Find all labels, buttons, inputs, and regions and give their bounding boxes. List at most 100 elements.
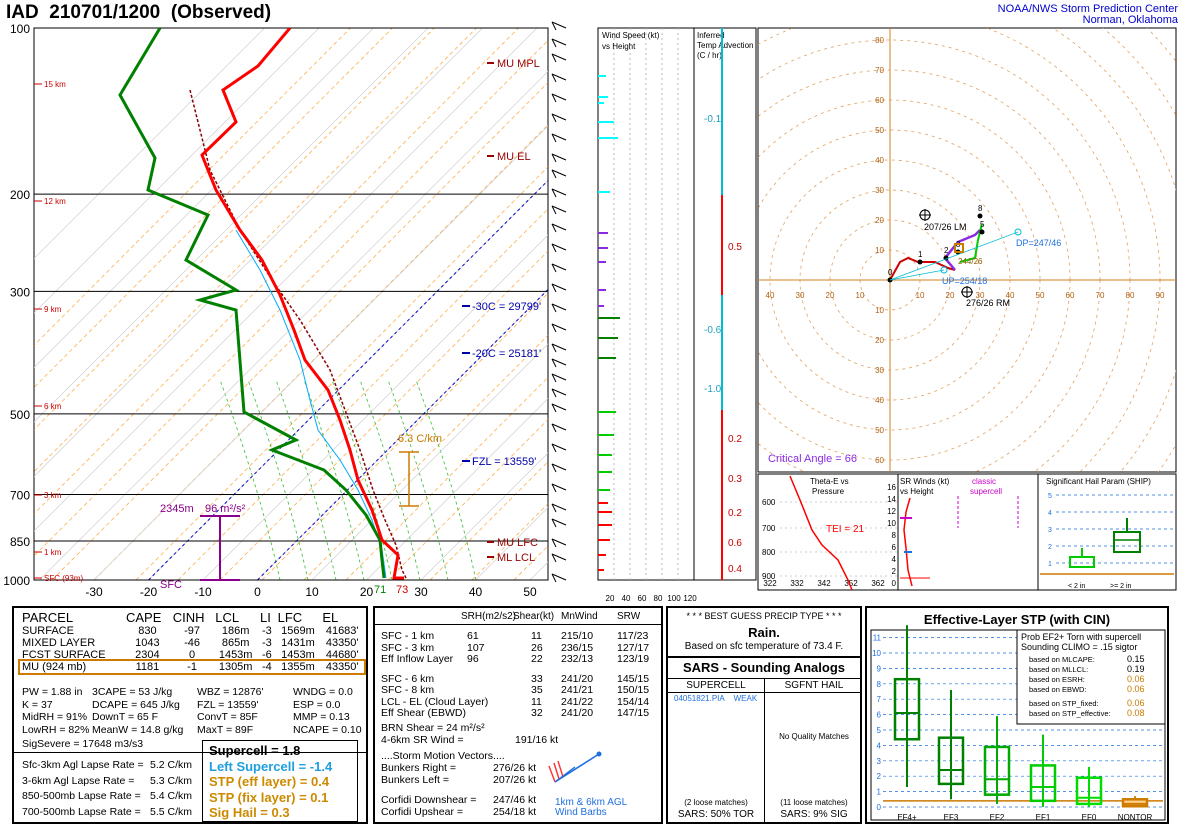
barb-legend-1: 1km & 6km AGL <box>555 797 628 808</box>
precip-sars-panel: * * * BEST GUESS PRECIP TYPE * * * Rain.… <box>666 606 862 824</box>
wind-barb-flag <box>551 358 557 368</box>
hodo-point <box>979 229 985 235</box>
hodo-ytick: 30 <box>875 366 884 375</box>
parcel-row: FCST SURFACE 2304 0 1453m -6 1453m 44680' <box>20 649 364 661</box>
stp-ytick: 11 <box>873 634 882 643</box>
motion-label: Bunkers Right = <box>381 762 456 774</box>
moist-adiabat <box>415 379 477 580</box>
kinematics-cell: SFC - 8 km <box>381 684 435 696</box>
stp-ytick: 6 <box>877 711 882 720</box>
wind-barb <box>551 303 567 311</box>
hodo-ytick: 40 <box>875 156 884 165</box>
tadv-value: 0.2 <box>728 508 742 519</box>
height-tick: 3 km <box>44 491 62 500</box>
stp-category: EF1 <box>1036 813 1051 822</box>
divider <box>668 656 860 658</box>
height-tick: 12 km <box>44 197 66 206</box>
kinematics-cell: 11 <box>531 695 542 708</box>
severe-index: STP (fix layer) = 0.1 <box>209 789 329 805</box>
sounding-title: IAD 210701/1200 (Observed) <box>6 2 271 24</box>
stats-cell: MMP = 0.13 <box>293 711 350 724</box>
kinematics-cell: SFC - 6 km <box>381 672 435 685</box>
kinematics-cell: 107 <box>467 641 485 654</box>
pressure-tick: 500 <box>10 408 30 422</box>
kinematics-cell: 241/22 <box>561 695 594 708</box>
motion-label: Corfidi Downshear = <box>381 794 477 806</box>
height-tick: 1 km <box>44 548 62 557</box>
hodo-xtick: 30 <box>796 291 805 300</box>
parcel-cell: 1453m <box>218 649 253 661</box>
isotherm-zero <box>257 288 548 580</box>
lapse-label: Sfc-3km Agl Lapse Rate = <box>22 759 144 771</box>
kinematics-cell: Eff Shear (EBWD) <box>381 707 466 719</box>
stp-chart: Effective-Layer STP (with CIN)1110987654… <box>870 612 1166 822</box>
sars-col-hail: SGFNT HAIL <box>784 680 844 691</box>
sars-sig-pct: SARS: 9% SIG <box>780 809 848 820</box>
parcel-cell: 43350' <box>325 637 359 649</box>
parcel-cell: -4 <box>261 661 272 673</box>
divider <box>764 678 765 822</box>
sars-match[interactable]: 04051821.PIA WEAK <box>674 694 757 703</box>
tadv-value: 0.5 <box>728 242 742 253</box>
ship-ytick: 3 <box>1048 527 1052 534</box>
kinematics-cell: 232/13 <box>561 653 594 665</box>
ship-ytick: 4 <box>1048 510 1052 517</box>
hodo-ytick: 10 <box>875 246 884 255</box>
stp-ytick: 7 <box>877 695 882 704</box>
lapse-label: 700-500mb Lapse Rate = <box>22 805 141 818</box>
hodo-xtick: 70 <box>1096 291 1105 300</box>
wind-barb-flag <box>551 73 557 83</box>
wind-barb <box>551 388 567 396</box>
kinematics-cell: SFC - 3 km <box>381 641 435 654</box>
motion-row: Corfidi Upshear = 254/18 kt <box>381 806 551 818</box>
parcel-cell: 865m <box>221 637 250 649</box>
stp-prob-label: based on STP_effective: <box>1029 709 1111 718</box>
isotherm <box>34 28 538 532</box>
parcel-cell: 44680' <box>325 649 359 661</box>
ship-ytick: 1 <box>1048 561 1052 568</box>
ship-cat: >= 2 in <box>1110 583 1132 590</box>
stp-prob-label: based on MLLCL: <box>1029 665 1088 674</box>
windspd-title: Wind Speed (kt) <box>602 31 660 40</box>
hodo-ytick: 30 <box>875 186 884 195</box>
wind-barb-flag <box>551 553 557 563</box>
parcel-cell: FCST SURFACE <box>22 649 106 661</box>
temp-tick: 10 <box>305 585 319 599</box>
mu-lfc-label: MU LFC <box>497 537 538 549</box>
lapse-value: 5.4 C/km <box>150 790 193 802</box>
sars-match-id: 04051821.PIA <box>674 694 725 703</box>
wind-barb-flag <box>551 503 557 513</box>
stats-cell: FZL = 13559' <box>197 698 259 711</box>
stats-cell: PW = 1.88 in <box>22 686 83 698</box>
parcel-header-cell: PARCEL <box>22 610 74 625</box>
hodo-frame <box>757 27 1177 473</box>
thetae-profile <box>789 475 853 591</box>
dewpoint-profile <box>118 28 386 579</box>
stp-category: EF0 <box>1082 813 1097 822</box>
hodo-point-label: 5 <box>980 220 985 229</box>
moist-adiabat <box>331 379 393 580</box>
parcel-cell: SURFACE <box>22 625 74 637</box>
hodo-xtick: 10 <box>916 291 925 300</box>
srw-ytick: 16 <box>887 483 896 492</box>
kinematics-cell: 123/19 <box>617 653 650 665</box>
srw-title2: vs Height <box>900 487 934 496</box>
tei-label: TEI = 21 <box>826 524 865 535</box>
parcel-cell: -3 <box>261 637 272 649</box>
tadv-title3: (C / hr) <box>697 51 722 60</box>
srh-depth-label: 2345m <box>160 503 194 515</box>
stp-ytick: 1 <box>877 788 882 797</box>
hodo-dp-label: DP=247/46 <box>1016 238 1061 248</box>
kinematics-cell: 22 <box>531 653 543 665</box>
srw-ytick: 12 <box>887 507 896 516</box>
stats-cell: K = 37 <box>22 698 53 711</box>
stp-ytick: 3 <box>877 757 882 766</box>
severe-index: STP (eff layer) = 0.4 <box>209 774 330 790</box>
hodo-xtick: 20 <box>946 291 955 300</box>
wind-barb-flag <box>551 423 557 433</box>
wind-barb <box>551 133 567 141</box>
wind-barb-flag <box>551 21 557 31</box>
m20-label: -20C = 25181' <box>472 348 541 360</box>
wind-barb <box>551 323 567 331</box>
